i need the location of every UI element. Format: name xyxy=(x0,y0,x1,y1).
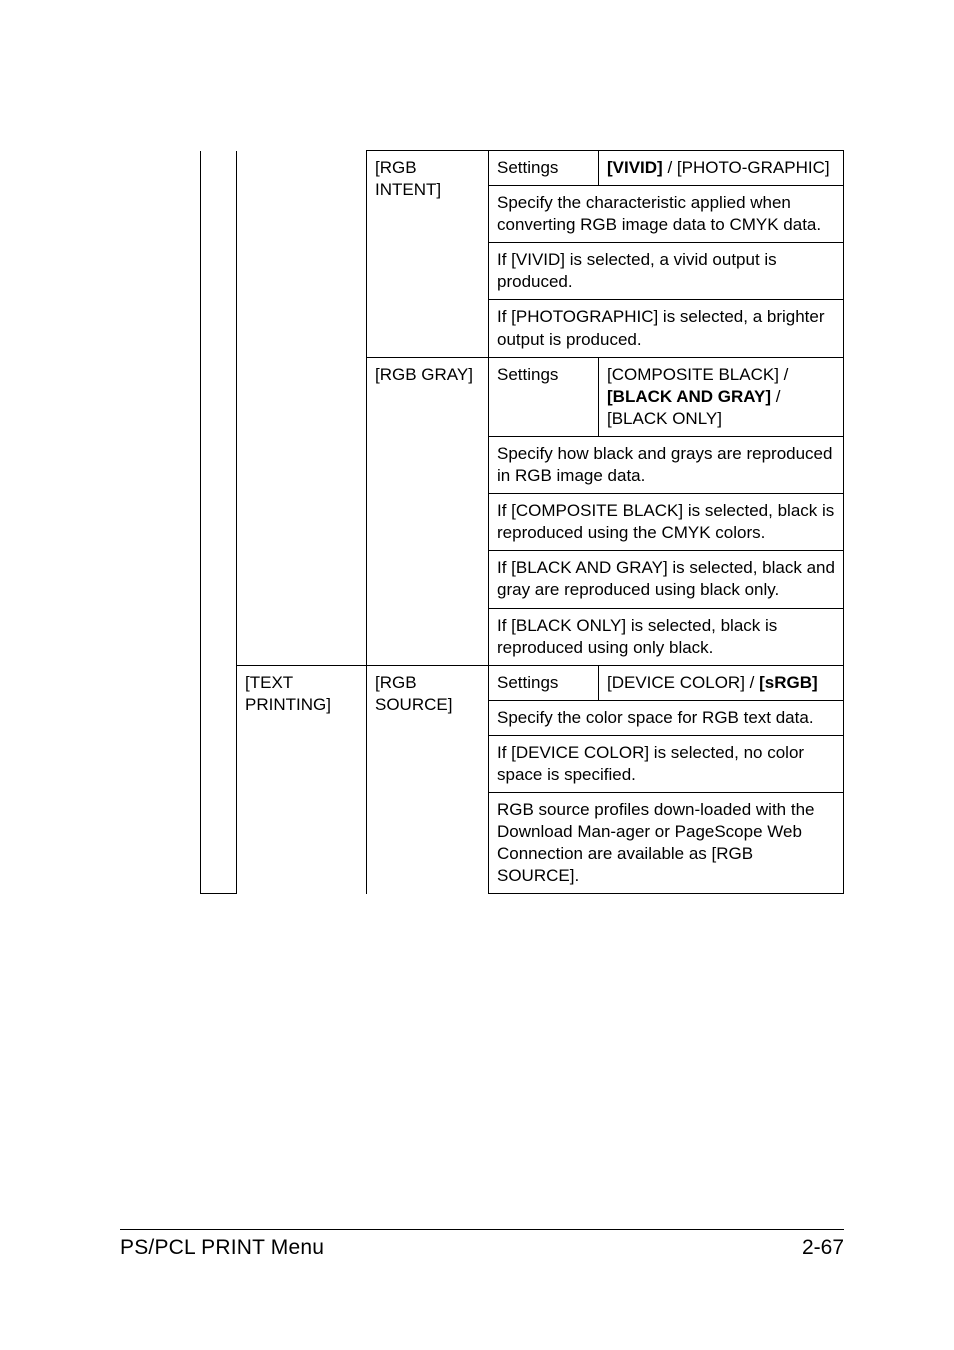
rgb-intent-settings-label: Settings xyxy=(489,151,599,186)
settings-table: [RGB INTENT] Settings [VIVID] / [PHOTO-G… xyxy=(200,150,844,894)
rgb-gray-value-bold: [BLACK AND GRAY] xyxy=(607,387,771,406)
rgb-source-value-pre: [DEVICE COLOR] / xyxy=(607,673,759,692)
rgb-intent-value-bold: [VIVID] xyxy=(607,158,663,177)
rgb-intent-desc2: If [VIVID] is selected, a vivid output i… xyxy=(489,243,844,300)
rgb-source-settings-label: Settings xyxy=(489,665,599,700)
page: [RGB INTENT] Settings [VIVID] / [PHOTO-G… xyxy=(0,0,954,1350)
page-footer: PS/PCL PRINT Menu 2-67 xyxy=(120,1229,844,1260)
rgb-source-label: [RGB SOURCE] xyxy=(367,665,489,894)
rgb-intent-desc1: Specify the characteristic applied when … xyxy=(489,186,844,243)
rgb-intent-value-suffix: [PHOTO-GRAPHIC] xyxy=(677,158,830,177)
rgb-source-desc3: RGB source profiles down-loaded with the… xyxy=(489,793,844,894)
text-printing-label: [TEXT PRINTING] xyxy=(237,665,367,894)
rgb-gray-desc1: Specify how black and grays are reproduc… xyxy=(489,436,844,493)
footer-page-number: 2-67 xyxy=(802,1236,844,1260)
rgb-gray-label: [RGB GRAY] xyxy=(367,357,489,665)
col-blank-0 xyxy=(201,151,237,894)
rgb-intent-settings-value: [VIVID] / [PHOTO-GRAPHIC] xyxy=(599,151,844,186)
rgb-source-desc1: Specify the color space for RGB text dat… xyxy=(489,700,844,735)
rgb-intent-label: [RGB INTENT] xyxy=(367,151,489,358)
rgb-source-value-bold: [sRGB] xyxy=(759,673,818,692)
rgb-source-settings-value: [DEVICE COLOR] / [sRGB] xyxy=(599,665,844,700)
rgb-gray-desc3: If [BLACK AND GRAY] is selected, black a… xyxy=(489,551,844,608)
rgb-intent-desc3: If [PHOTOGRAPHIC] is selected, a brighte… xyxy=(489,300,844,357)
col-blank-1a xyxy=(237,151,367,666)
rgb-gray-desc4: If [BLACK ONLY] is selected, black is re… xyxy=(489,608,844,665)
footer-title: PS/PCL PRINT Menu xyxy=(120,1236,324,1260)
rgb-gray-desc2: If [COMPOSITE BLACK] is selected, black … xyxy=(489,494,844,551)
rgb-intent-value-sep: / xyxy=(663,158,677,177)
rgb-gray-value-pre: [COMPOSITE BLACK] / xyxy=(607,365,788,384)
rgb-source-desc2: If [DEVICE COLOR] is selected, no color … xyxy=(489,735,844,792)
rgb-gray-settings-value: [COMPOSITE BLACK] / [BLACK AND GRAY] / [… xyxy=(599,357,844,436)
rgb-gray-settings-label: Settings xyxy=(489,357,599,436)
